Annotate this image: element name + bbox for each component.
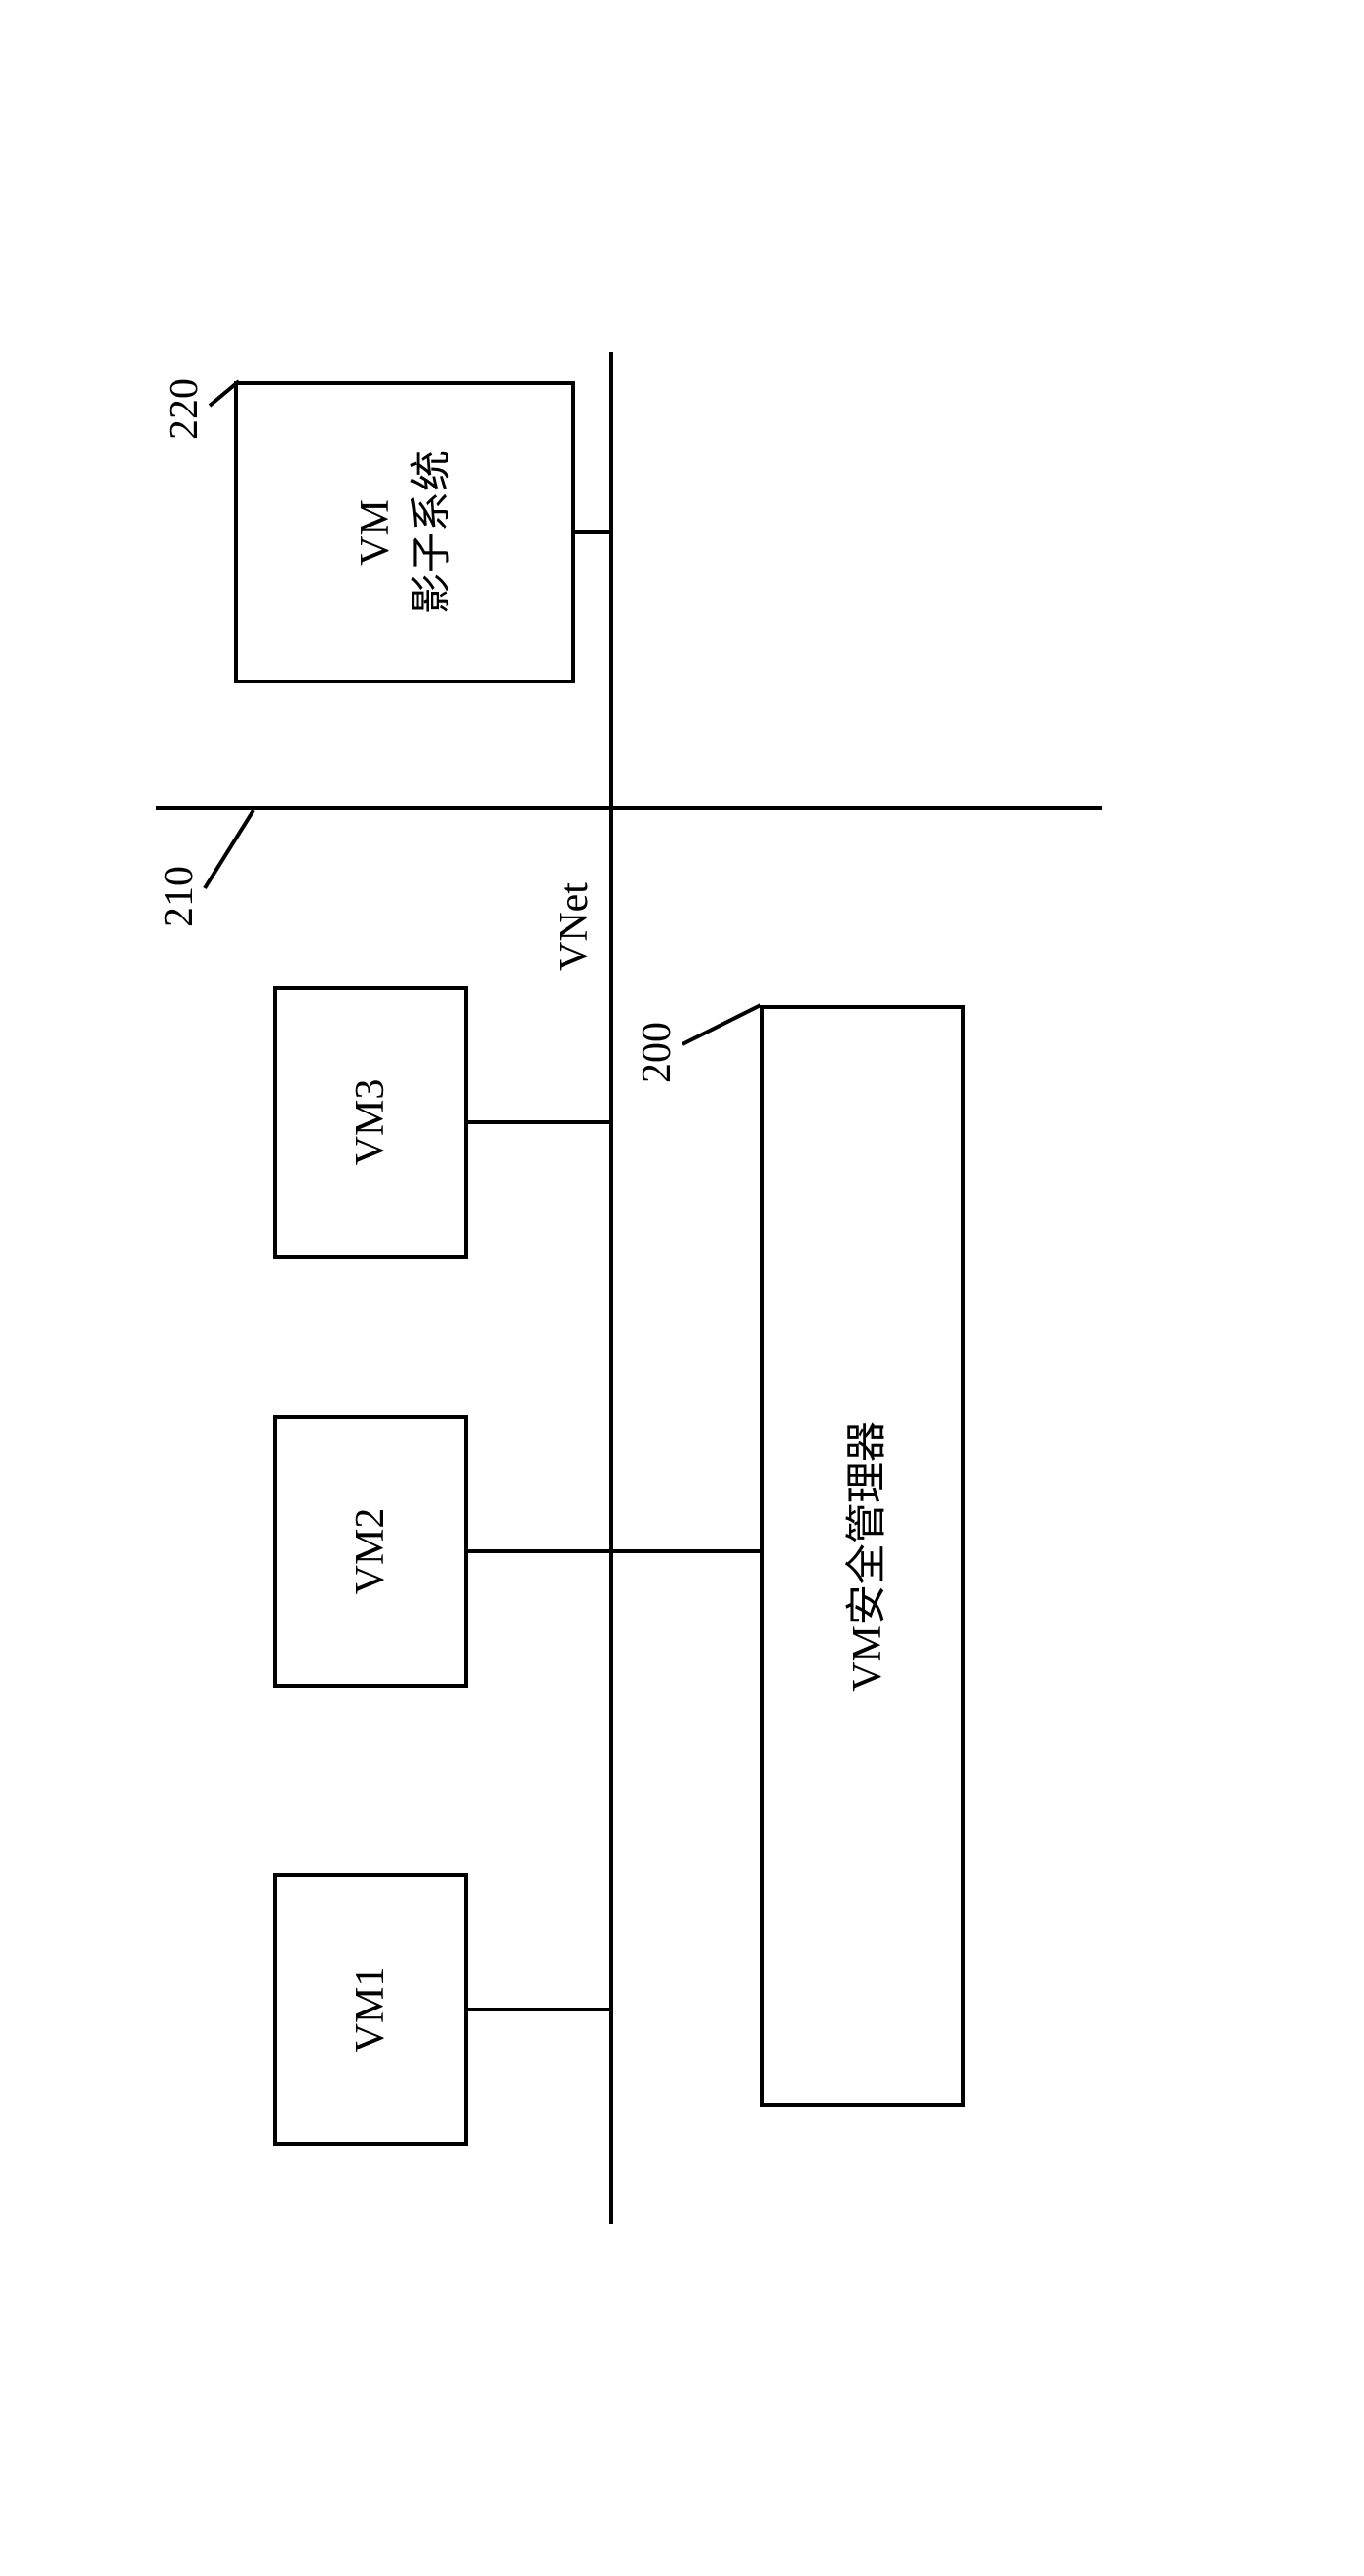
vm2-box: VM2 — [273, 1415, 468, 1688]
vnet-label: VNet — [551, 882, 598, 971]
vm-shadow-label-line1: VM — [347, 450, 405, 614]
vm3-connector — [468, 1120, 609, 1124]
vm-shadow-system-label-wrap: VM 影子系统 — [347, 450, 462, 614]
vnet-label-text: VNet — [552, 882, 597, 971]
vm3-box: VM3 — [273, 986, 468, 1259]
vm-security-manager-box: VM安全管理器 — [760, 1005, 965, 2107]
vm-shadow-label-line2: 影子系统 — [405, 450, 462, 614]
vm-security-manager-label: VM安全管理器 — [833, 1421, 892, 1692]
ref-220-leader — [200, 367, 249, 415]
diagram-container: VM1 VM2 VM3 VM安全管理器 VM 影子系统 VNet 200 210 — [146, 313, 1219, 2263]
shadow-system-connector — [575, 530, 609, 534]
vm1-connector — [468, 2008, 609, 2011]
vm-shadow-system-box: VM 影子系统 — [234, 381, 575, 683]
vm2-label: VM2 — [347, 1508, 394, 1595]
vm1-label: VM1 — [347, 1967, 394, 2053]
vnet-bus-line — [609, 352, 613, 2224]
ref-210-leader — [195, 805, 263, 893]
vm1-box: VM1 — [273, 1873, 468, 2146]
vm2-connector — [468, 1549, 609, 1553]
security-manager-connector — [613, 1549, 760, 1553]
ref-200-leader — [673, 986, 770, 1064]
vm3-label: VM3 — [347, 1079, 394, 1166]
partition-line — [156, 806, 1102, 810]
